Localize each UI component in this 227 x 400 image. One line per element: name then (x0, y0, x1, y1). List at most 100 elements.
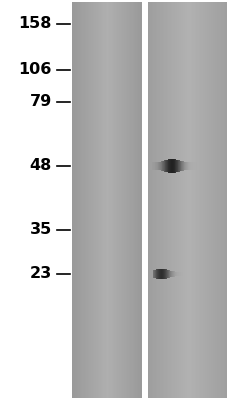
Bar (137, 2, 138, 398)
Bar (176, 160, 177, 172)
Bar (180, 2, 182, 398)
Bar (165, 160, 166, 172)
Bar (187, 272, 188, 276)
Bar (151, 162, 152, 170)
Bar (182, 272, 183, 276)
Bar (81, 2, 82, 398)
Bar (186, 162, 187, 170)
Bar (195, 2, 196, 398)
Bar (169, 271, 170, 277)
Bar (133, 2, 134, 398)
Bar (124, 2, 125, 398)
Bar (212, 2, 214, 398)
Bar (210, 2, 211, 398)
Bar (222, 2, 223, 398)
Bar (196, 2, 198, 398)
Bar (164, 269, 165, 279)
Bar (102, 2, 103, 398)
Bar (167, 2, 169, 398)
Bar (157, 162, 158, 170)
Bar (159, 162, 160, 170)
Bar (127, 2, 129, 398)
Bar (153, 270, 154, 278)
Bar (183, 272, 184, 276)
Bar (161, 2, 162, 398)
Bar (171, 2, 173, 398)
Bar (178, 272, 179, 276)
Bar (207, 2, 208, 398)
Bar (121, 2, 122, 398)
Bar (164, 160, 165, 172)
Bar (171, 159, 172, 173)
Bar (149, 2, 150, 398)
Bar (154, 270, 155, 278)
Bar (223, 2, 224, 398)
Bar (171, 271, 172, 277)
Bar (226, 2, 227, 398)
Bar (90, 2, 91, 398)
Bar (175, 160, 176, 172)
Bar (220, 2, 222, 398)
Bar (214, 2, 215, 398)
Bar (179, 272, 180, 276)
Bar (105, 2, 106, 398)
Bar (179, 161, 180, 171)
Bar (162, 2, 163, 398)
Bar (170, 2, 171, 398)
Bar (185, 2, 186, 398)
Bar (188, 162, 189, 170)
Bar (170, 159, 171, 173)
Bar (185, 162, 186, 170)
Bar (117, 2, 118, 398)
Bar (192, 2, 194, 398)
Bar (153, 162, 154, 170)
Bar (160, 268, 161, 280)
Bar (155, 2, 157, 398)
Bar (200, 162, 201, 170)
Bar (136, 2, 137, 398)
Bar (190, 162, 191, 170)
Bar (97, 2, 98, 398)
Bar (162, 161, 163, 171)
Bar (175, 272, 176, 276)
Bar (152, 162, 153, 170)
Bar (205, 2, 206, 398)
Bar (174, 272, 175, 276)
Bar (116, 2, 117, 398)
Bar (100, 2, 101, 398)
Bar (147, 2, 149, 398)
Bar (101, 2, 102, 398)
Bar (202, 2, 203, 398)
Bar (141, 2, 147, 398)
Bar (104, 2, 105, 398)
Bar (161, 268, 162, 280)
Bar (180, 161, 181, 171)
Bar (130, 2, 131, 398)
Bar (186, 2, 187, 398)
Bar (200, 2, 202, 398)
Bar (202, 162, 203, 170)
Bar (152, 270, 153, 278)
Bar (196, 162, 197, 170)
Bar (178, 160, 179, 172)
Bar (170, 271, 171, 277)
Bar (156, 269, 157, 279)
Bar (158, 269, 159, 279)
Bar (91, 2, 93, 398)
Bar (201, 162, 202, 170)
Bar (73, 2, 74, 398)
Bar (96, 2, 97, 398)
Bar (197, 162, 198, 170)
Bar (87, 2, 88, 398)
Bar (84, 2, 86, 398)
Bar (76, 2, 77, 398)
Text: 158: 158 (19, 16, 52, 32)
Bar (154, 2, 155, 398)
Bar (150, 2, 151, 398)
Bar (163, 269, 164, 279)
Bar (224, 2, 226, 398)
Bar (151, 2, 153, 398)
Bar (103, 2, 104, 398)
Bar (198, 162, 199, 170)
Bar (216, 2, 218, 398)
